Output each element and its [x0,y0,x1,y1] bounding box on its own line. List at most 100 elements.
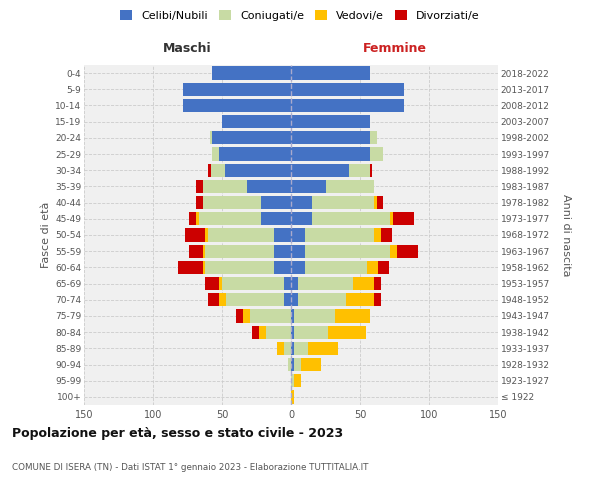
Bar [291,212,312,226]
Bar [266,326,291,339]
Bar [212,131,291,144]
Bar [260,196,291,209]
Bar [253,326,259,339]
Bar [247,180,291,193]
Bar [291,390,294,404]
Bar [211,164,225,177]
Bar [370,131,377,144]
Bar [349,164,370,177]
Bar [291,374,294,388]
Bar [305,244,391,258]
Bar [291,196,312,209]
Bar [367,260,378,274]
Bar [219,277,222,290]
Bar [294,358,301,371]
Text: Maschi: Maschi [163,42,212,56]
Bar [291,115,370,128]
Bar [208,228,274,241]
Bar [291,131,370,144]
Bar [284,342,291,355]
Bar [291,277,298,290]
Bar [291,228,305,241]
Bar [291,66,370,80]
Bar [308,342,338,355]
Bar [346,293,374,306]
Bar [189,244,203,258]
Bar [374,293,381,306]
Bar [370,148,383,160]
Bar [374,277,381,290]
Bar [298,277,353,290]
Bar [199,212,260,226]
Bar [294,374,301,388]
Bar [274,244,291,258]
Bar [291,180,325,193]
Text: Popolazione per età, sesso e stato civile - 2023: Popolazione per età, sesso e stato civil… [12,428,343,440]
Bar [259,326,266,339]
Bar [335,310,370,322]
Bar [353,277,374,290]
Bar [374,228,381,241]
Bar [205,228,208,241]
Bar [203,244,205,258]
Bar [222,115,291,128]
Bar [291,99,404,112]
Bar [291,358,294,371]
Bar [291,260,305,274]
Bar [328,326,365,339]
Bar [312,212,391,226]
Bar [325,180,374,193]
Bar [294,326,328,339]
Bar [208,164,211,177]
Legend: Celibi/Nubili, Coniugati/e, Vedovi/e, Divorziati/e: Celibi/Nubili, Coniugati/e, Vedovi/e, Di… [118,8,482,24]
Bar [208,293,219,306]
Bar [298,293,346,306]
Bar [203,260,205,274]
Bar [178,260,203,274]
Bar [312,196,374,209]
Bar [291,164,349,177]
Bar [291,310,294,322]
Bar [374,196,377,209]
Bar [284,277,291,290]
Bar [242,310,250,322]
Bar [196,212,199,226]
Bar [184,82,291,96]
Bar [381,228,392,241]
Bar [219,148,291,160]
Bar [212,66,291,80]
Bar [391,212,393,226]
Bar [196,196,203,209]
Bar [225,164,291,177]
Bar [205,244,274,258]
Bar [391,244,397,258]
Bar [377,196,383,209]
Bar [291,342,294,355]
Bar [294,342,308,355]
Bar [185,228,205,241]
Bar [226,293,284,306]
Bar [291,293,298,306]
Bar [284,293,291,306]
Bar [203,180,247,193]
Bar [378,260,389,274]
Text: COMUNE DI ISERA (TN) - Dati ISTAT 1° gennaio 2023 - Elaborazione TUTTITALIA.IT: COMUNE DI ISERA (TN) - Dati ISTAT 1° gen… [12,462,368,471]
Bar [184,99,291,112]
Y-axis label: Fasce di età: Fasce di età [41,202,51,268]
Bar [397,244,418,258]
Y-axis label: Anni di nascita: Anni di nascita [561,194,571,276]
Bar [205,260,274,274]
Bar [196,180,203,193]
Bar [305,228,374,241]
Bar [250,310,291,322]
Bar [274,260,291,274]
Bar [301,358,322,371]
Bar [236,310,242,322]
Bar [393,212,414,226]
Bar [203,196,260,209]
Bar [274,228,291,241]
Bar [219,293,226,306]
Bar [277,342,284,355]
Bar [288,358,291,371]
Bar [291,244,305,258]
